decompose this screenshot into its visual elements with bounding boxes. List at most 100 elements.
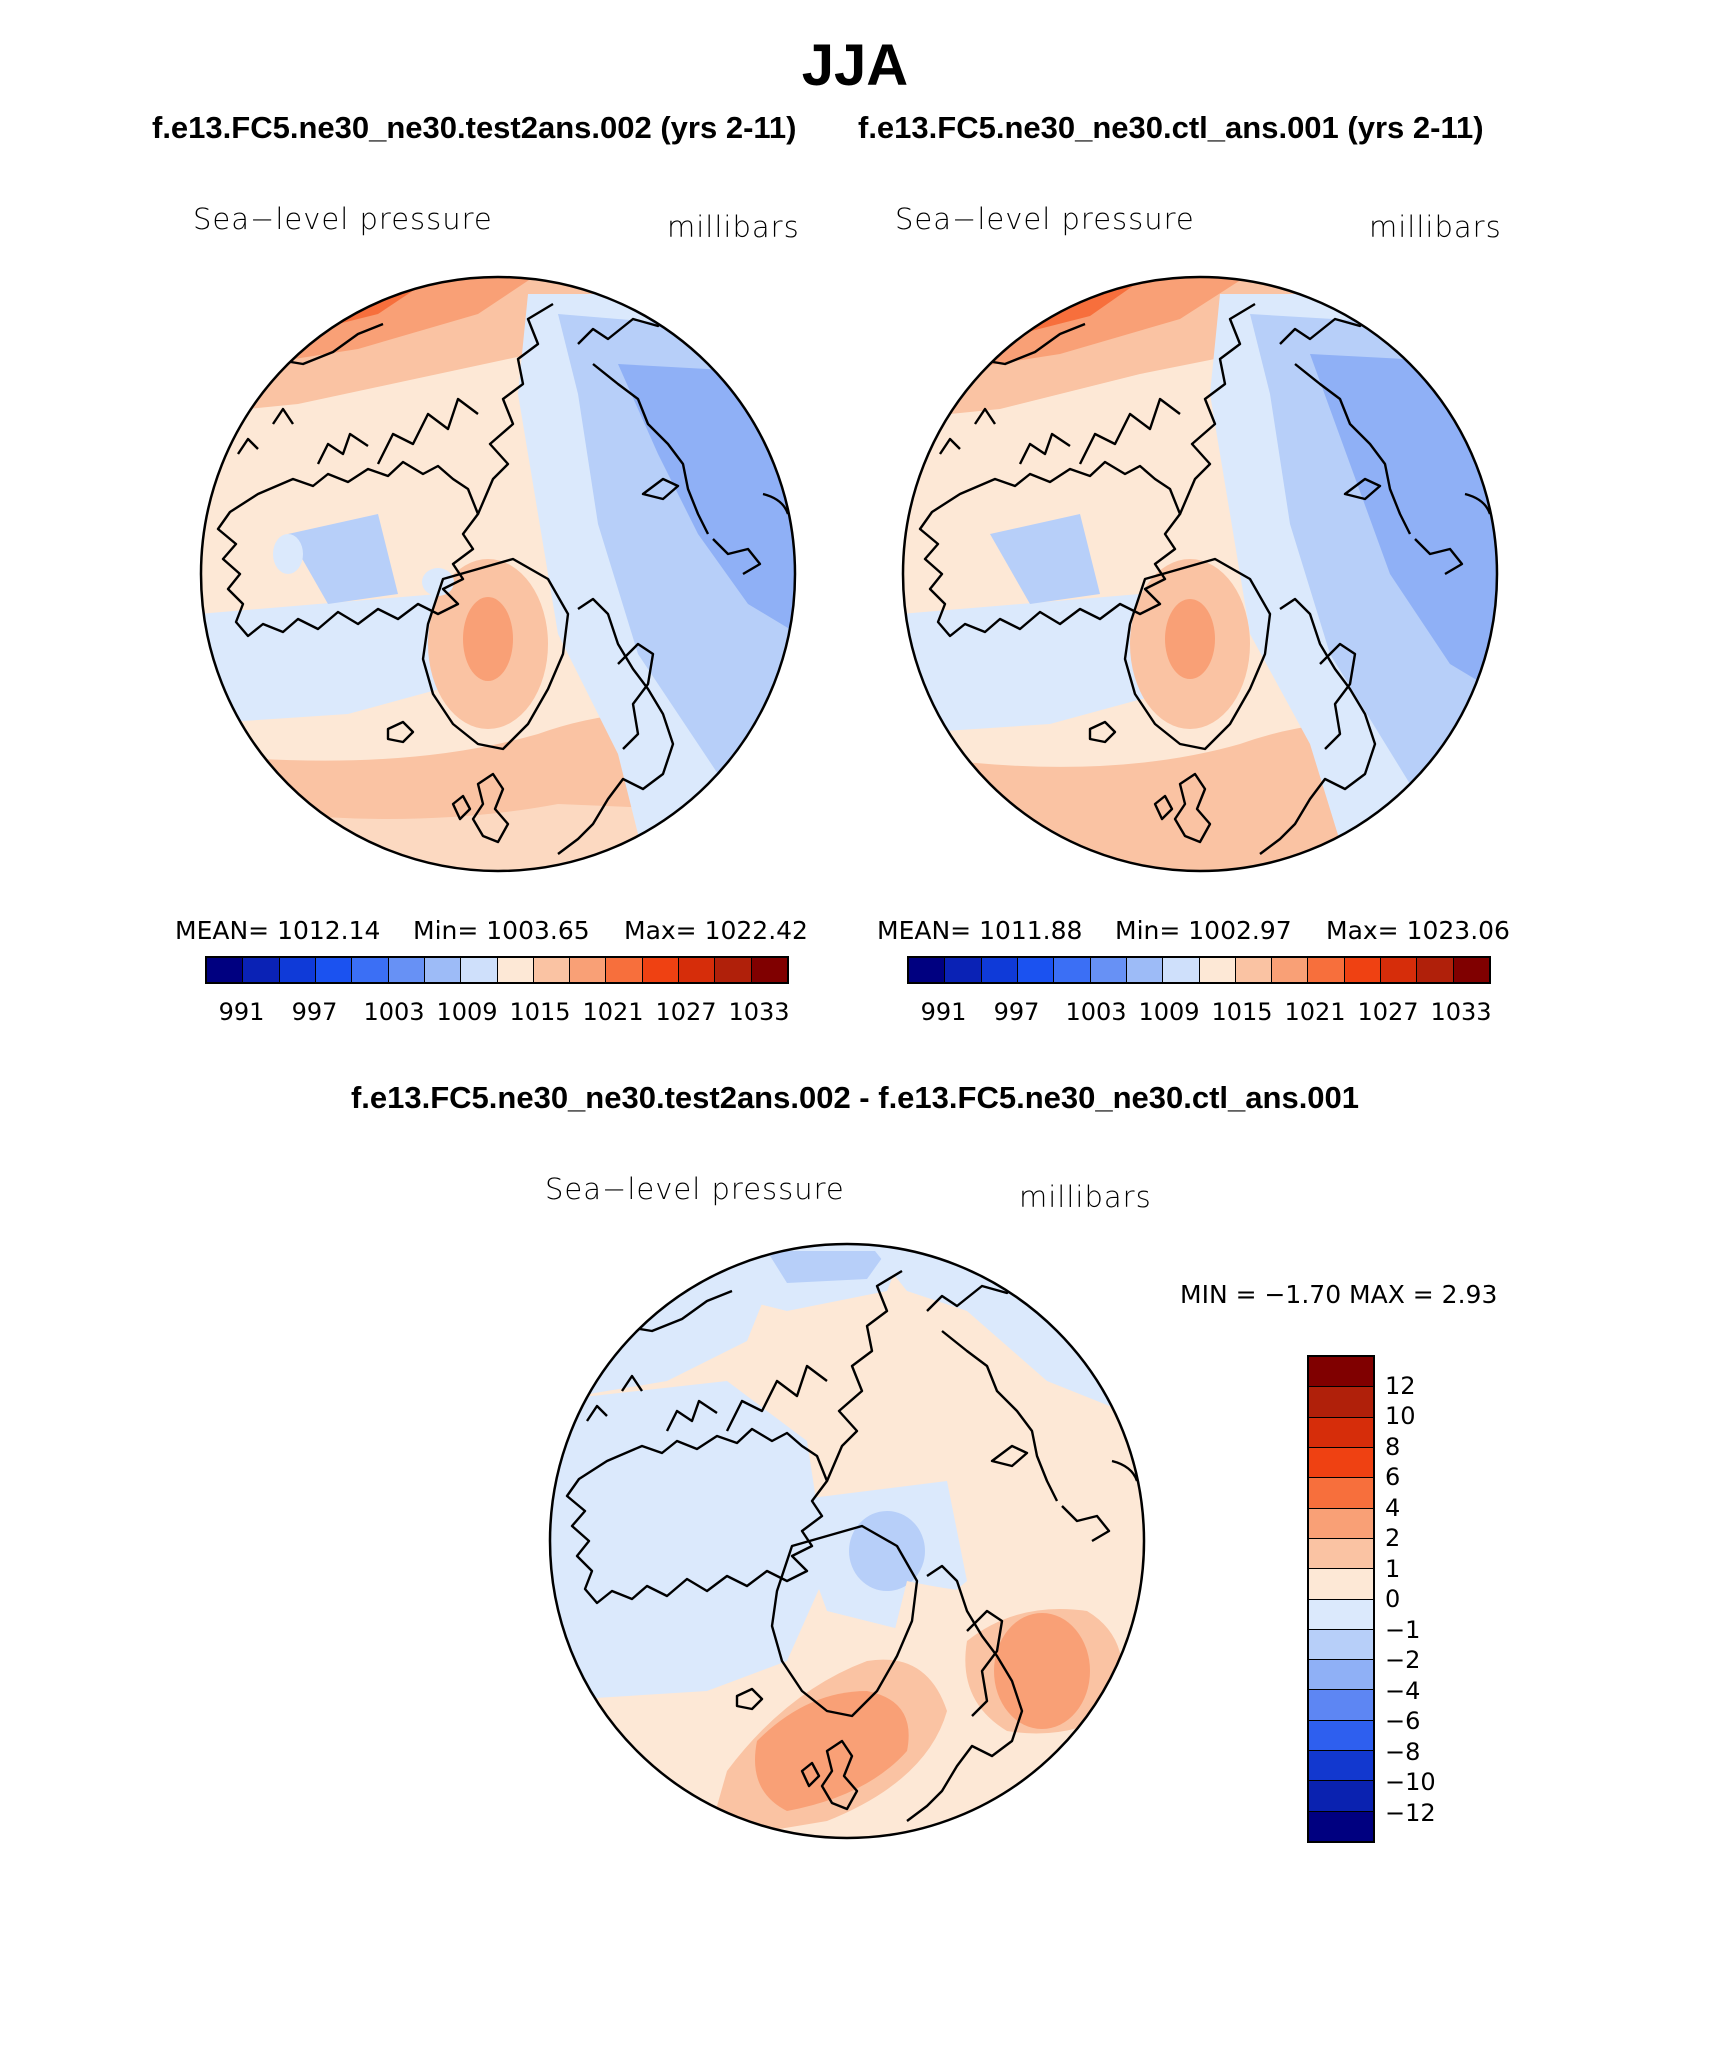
colorbar-swatch	[207, 958, 244, 982]
panel-b-min: Min= 1002.97	[1115, 916, 1292, 945]
colorbar-swatch	[1309, 1538, 1373, 1570]
colorbar-tick-label: 991	[920, 998, 967, 1026]
colorbar-tick-label: 10	[1385, 1402, 1416, 1430]
colorbar-swatch	[315, 958, 353, 982]
colorbar-tick-label: 997	[291, 998, 338, 1026]
colorbar-swatch	[1309, 1447, 1373, 1479]
colorbar-tick-label: −10	[1385, 1768, 1436, 1796]
colorbar-swatch	[1309, 1720, 1373, 1752]
panel-a-min: Min= 1003.65	[413, 916, 590, 945]
colorbar-swatch	[1235, 958, 1273, 982]
colorbar-tick-label: −12	[1385, 1798, 1436, 1827]
colorbar-tick-label: 0	[1385, 1585, 1401, 1613]
panel-b-map	[901, 275, 1499, 873]
colorbar-swatch	[1309, 1811, 1373, 1841]
panel-diff-map	[548, 1242, 1146, 1840]
colorbar-tick-label: 1033	[1430, 998, 1492, 1026]
panel-a-variable: Sea−level pressure	[193, 202, 493, 236]
panel-b-max: Max= 1023.06	[1326, 916, 1510, 945]
colorbar-tick-label: 1033	[728, 998, 790, 1026]
colorbar-swatch	[606, 958, 643, 982]
panel-a-max: Max= 1022.42	[624, 916, 808, 945]
colorbar-swatch	[1126, 958, 1164, 982]
colorbar-tick-label: 1015	[509, 998, 571, 1026]
colorbar-tick-label: 1027	[655, 998, 717, 1026]
panel-diff-variable: Sea−level pressure	[545, 1172, 845, 1206]
colorbar-tick-label: 6	[1385, 1463, 1401, 1491]
colorbar-tick-label: 1021	[582, 998, 644, 1026]
colorbar-swatch	[1417, 958, 1454, 982]
colorbar-tick-label: 1009	[1138, 998, 1200, 1026]
colorbar-swatch	[1309, 1660, 1373, 1691]
diff-title: f.e13.FC5.ne30_ne30.test2ans.002 - f.e13…	[350, 1080, 1360, 1115]
colorbar-swatch	[1090, 958, 1127, 982]
colorbar-swatch	[570, 958, 607, 982]
colorbar-tick-label: 1	[1385, 1554, 1401, 1583]
colorbar-swatch	[1309, 1690, 1373, 1721]
colorbar-swatch	[909, 958, 946, 982]
main-title: JJA	[801, 33, 909, 98]
colorbar-swatch	[1308, 958, 1345, 982]
colorbar-swatch	[751, 958, 787, 982]
colorbar-swatch	[1309, 1569, 1373, 1600]
colorbar-tick-label: 1003	[1065, 998, 1127, 1026]
colorbar-tick-label: −1	[1385, 1615, 1421, 1644]
colorbar-swatch	[1309, 1508, 1373, 1539]
colorbar-tick-label: 991	[218, 998, 265, 1026]
colorbar-tick-label: −6	[1385, 1707, 1421, 1735]
panel-a-map	[199, 275, 797, 873]
colorbar-tick-label: 8	[1385, 1432, 1401, 1461]
colorbar-swatch	[981, 958, 1018, 982]
colorbar-swatch	[1309, 1417, 1373, 1448]
colorbar-tick-label: −2	[1385, 1646, 1421, 1674]
colorbar-swatch	[1344, 958, 1382, 982]
panel-diff-colorbar	[1307, 1355, 1375, 1843]
colorbar-swatch	[1309, 1387, 1373, 1418]
colorbar-swatch	[1309, 1478, 1373, 1509]
panel-b-mean: MEAN= 1011.88	[877, 916, 1083, 945]
colorbar-swatch	[243, 958, 280, 982]
case-b-title: f.e13.FC5.ne30_ne30.ctl_ans.001 (yrs 2-1…	[858, 110, 1484, 145]
panel-a-mean: MEAN= 1012.14	[175, 916, 381, 945]
colorbar-swatch	[1163, 958, 1200, 982]
colorbar-swatch	[715, 958, 752, 982]
colorbar-swatch	[279, 958, 316, 982]
colorbar-swatch	[642, 958, 680, 982]
colorbar-swatch	[679, 958, 716, 982]
colorbar-swatch	[497, 958, 534, 982]
colorbar-tick-label: 1009	[436, 998, 498, 1026]
colorbar-swatch	[945, 958, 982, 982]
colorbar-swatch	[533, 958, 571, 982]
colorbar-swatch	[1017, 958, 1055, 982]
colorbar-swatch	[1309, 1629, 1373, 1661]
colorbar-tick-label: 2	[1385, 1524, 1401, 1552]
panel-b-colorbar	[907, 956, 1491, 984]
colorbar-tick-label: 1003	[363, 998, 425, 1026]
colorbar-tick-label: 1027	[1357, 998, 1419, 1026]
colorbar-swatch	[1453, 958, 1489, 982]
colorbar-swatch	[424, 958, 462, 982]
colorbar-tick-label: −4	[1385, 1676, 1421, 1705]
colorbar-tick-label: 12	[1385, 1371, 1416, 1400]
colorbar-swatch	[352, 958, 389, 982]
colorbar-swatch	[1272, 958, 1309, 982]
panel-a-units: millibars	[667, 210, 800, 244]
panel-diff-units: millibars	[1019, 1180, 1152, 1214]
colorbar-tick-label: −8	[1385, 1737, 1421, 1766]
colorbar-swatch	[1309, 1599, 1373, 1630]
colorbar-swatch	[1381, 958, 1418, 982]
case-a-title: f.e13.FC5.ne30_ne30.test2ans.002 (yrs 2-…	[152, 110, 797, 145]
panel-b-variable: Sea−level pressure	[895, 202, 1195, 236]
colorbar-swatch	[461, 958, 498, 982]
colorbar-swatch	[1309, 1781, 1373, 1812]
colorbar-swatch	[1199, 958, 1236, 982]
colorbar-swatch	[1309, 1357, 1373, 1388]
colorbar-tick-label: 1021	[1284, 998, 1346, 1026]
colorbar-tick-label: 1015	[1211, 998, 1273, 1026]
panel-b-units: millibars	[1369, 210, 1502, 244]
panel-diff-minmax: MIN = −1.70 MAX = 2.93	[1180, 1280, 1498, 1309]
colorbar-tick-label: 4	[1385, 1493, 1401, 1522]
colorbar-tick-label: 997	[993, 998, 1040, 1026]
colorbar-swatch	[1309, 1751, 1373, 1782]
colorbar-swatch	[388, 958, 425, 982]
